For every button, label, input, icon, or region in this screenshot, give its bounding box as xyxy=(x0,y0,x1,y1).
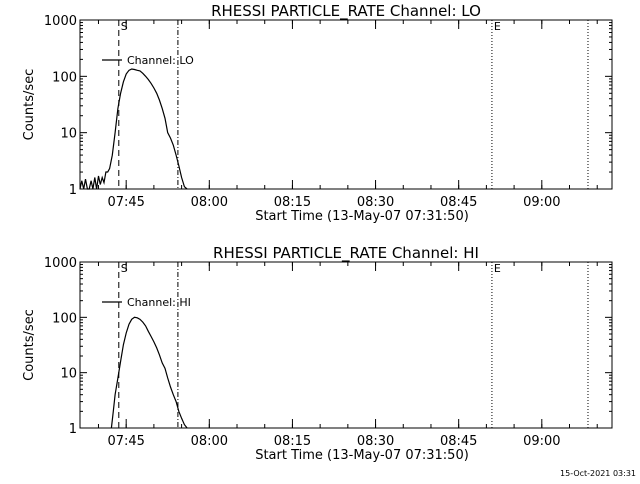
panel-2-y-tick-label: 1 xyxy=(69,422,77,437)
panel-1-x-tick-label: 08:30 xyxy=(357,195,394,210)
panel-2-x-tick-label: 07:45 xyxy=(107,434,144,449)
panel-1-x-axis-label: Start Time (13-May-07 07:31:50) xyxy=(255,209,469,224)
panel-2-x-tick-label: 08:15 xyxy=(274,434,311,449)
panel-1-event-marker-label: E xyxy=(494,20,501,33)
panel-2-plot-frame xyxy=(79,261,613,429)
panel-1-x-tick-label: 08:15 xyxy=(274,195,311,210)
panel-2-legend-label: Channel: HI xyxy=(127,296,191,309)
panel-2-y-tick-label: 10 xyxy=(60,367,77,382)
panel-1-y-tick-label: 100 xyxy=(52,70,77,85)
panel-1-x-tick-label: 09:00 xyxy=(523,195,560,210)
panel-2-x-tick-label: 08:00 xyxy=(191,434,228,449)
panel-2-x-tick-label: 08:30 xyxy=(357,434,394,449)
panel-2-series-line xyxy=(110,316,188,429)
panel-2-x-tick-label: 09:00 xyxy=(523,434,560,449)
panel-1-y-tick-label: 1000 xyxy=(44,14,77,29)
panel-2-x-tick-label: 08:45 xyxy=(440,434,477,449)
panel-1-event-marker-label: S xyxy=(121,20,128,33)
panel-1-x-tick-label: 08:45 xyxy=(440,195,477,210)
panel-2-y-tick-label: 100 xyxy=(52,311,77,326)
panel-1-series-line xyxy=(79,68,188,190)
panel-1-legend-label: Channel: LO xyxy=(127,54,194,67)
panel-2-event-marker-label: S xyxy=(121,262,128,275)
panel-1-y-tick-label: 1 xyxy=(69,183,77,198)
panel-2-title: RHESSI PARTICLE_RATE Channel: HI xyxy=(213,244,479,263)
panel-1-x-tick-label: 08:00 xyxy=(191,195,228,210)
panel-1-title: RHESSI PARTICLE_RATE Channel: LO xyxy=(211,2,481,21)
panel-2-y-axis-label: Counts/sec xyxy=(22,309,37,381)
panel-2-event-marker-label: E xyxy=(494,262,501,275)
panel-1-plot-frame xyxy=(79,19,613,190)
footer-timestamp: 15-Oct-2021 03:31 xyxy=(560,469,636,478)
panel-1-x-tick-label: 07:45 xyxy=(107,195,144,210)
panel-1-y-axis-label: Counts/sec xyxy=(22,69,37,141)
panel-2-x-axis-label: Start Time (13-May-07 07:31:50) xyxy=(255,448,469,463)
panel-2-y-tick-label: 1000 xyxy=(44,256,77,271)
panel-1-y-tick-label: 10 xyxy=(60,127,77,142)
